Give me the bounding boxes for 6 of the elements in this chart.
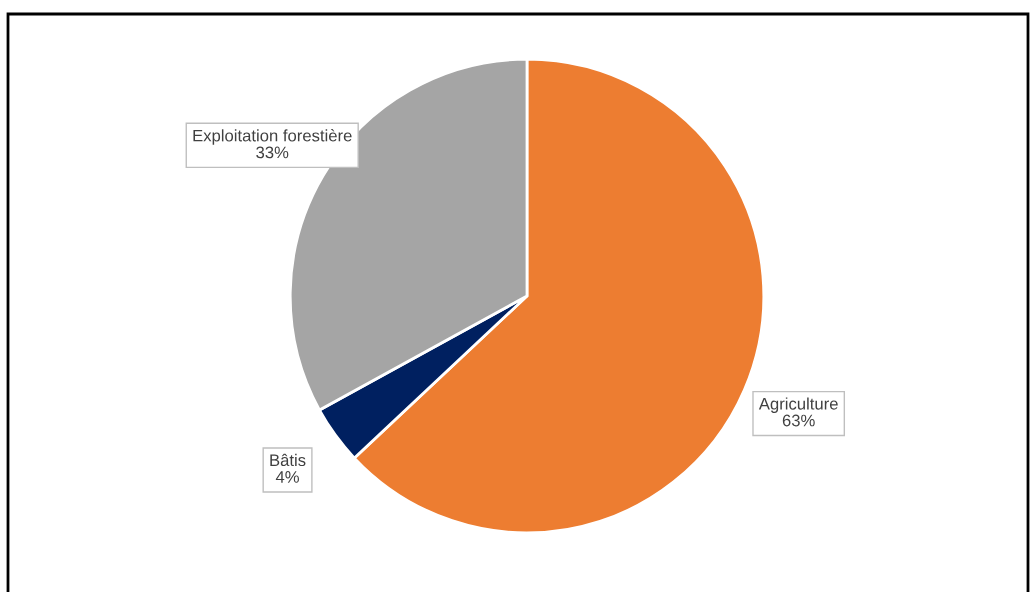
- data-label: 33%: [256, 146, 289, 159]
- slice-label: Agriculture: [758, 397, 838, 413]
- slice-label: Bâtis: [270, 453, 306, 467]
- data-label: 63%: [782, 414, 815, 427]
- slice-label: Exploitation forestière: [193, 129, 352, 145]
- data-label: 4%: [275, 471, 299, 483]
